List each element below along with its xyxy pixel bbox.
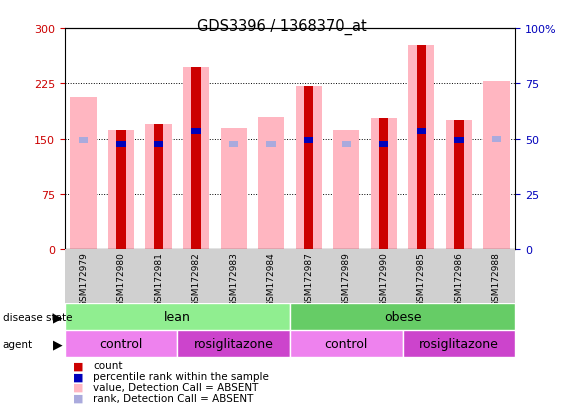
Bar: [177, 330, 290, 357]
Text: value, Detection Call = ABSENT: value, Detection Call = ABSENT: [93, 382, 258, 392]
Text: rosiglitazone: rosiglitazone: [419, 337, 499, 350]
Bar: [379, 142, 388, 147]
Text: GSM172989: GSM172989: [342, 252, 351, 306]
Bar: [454, 138, 463, 144]
Bar: [266, 142, 276, 147]
Text: GSM172982: GSM172982: [191, 252, 200, 306]
Text: ■: ■: [73, 382, 84, 392]
Bar: [446, 121, 472, 250]
Bar: [483, 82, 510, 250]
Bar: [65, 304, 290, 330]
Text: percentile rank within the sample: percentile rank within the sample: [93, 371, 269, 381]
Bar: [79, 138, 88, 144]
Bar: [65, 330, 177, 357]
Bar: [379, 142, 388, 147]
Text: GSM172986: GSM172986: [454, 252, 463, 306]
Bar: [379, 119, 388, 250]
Bar: [403, 330, 515, 357]
Bar: [370, 119, 397, 250]
Bar: [191, 129, 201, 135]
Text: ■: ■: [73, 361, 84, 370]
Text: count: count: [93, 361, 122, 370]
Bar: [70, 97, 97, 250]
Text: GSM172979: GSM172979: [79, 252, 88, 306]
Text: control: control: [324, 337, 368, 350]
Text: obese: obese: [384, 311, 421, 323]
Bar: [454, 121, 463, 250]
Text: rank, Detection Call = ABSENT: rank, Detection Call = ABSENT: [93, 393, 253, 403]
Text: GSM172990: GSM172990: [379, 252, 388, 306]
Bar: [191, 142, 201, 147]
Bar: [342, 142, 351, 147]
Text: ▶: ▶: [53, 337, 63, 351]
Text: GSM172988: GSM172988: [492, 252, 501, 306]
Text: control: control: [99, 337, 143, 350]
Bar: [304, 138, 314, 144]
Text: GDS3396 / 1368370_at: GDS3396 / 1368370_at: [196, 19, 367, 35]
Bar: [417, 129, 426, 135]
Text: GSM172983: GSM172983: [229, 252, 238, 306]
Bar: [454, 138, 463, 144]
Bar: [154, 125, 163, 250]
Bar: [304, 86, 314, 250]
Bar: [258, 117, 284, 250]
Text: rosiglitazone: rosiglitazone: [194, 337, 274, 350]
Bar: [154, 142, 163, 147]
Bar: [145, 125, 172, 250]
Bar: [417, 46, 426, 250]
Bar: [183, 68, 209, 250]
Text: ■: ■: [73, 393, 84, 403]
Bar: [290, 330, 403, 357]
Bar: [221, 128, 247, 250]
Bar: [117, 142, 126, 147]
Bar: [408, 46, 435, 250]
Bar: [154, 142, 163, 147]
Bar: [333, 131, 359, 250]
Text: lean: lean: [164, 311, 191, 323]
Text: GSM172985: GSM172985: [417, 252, 426, 306]
Bar: [191, 68, 201, 250]
Text: GSM172981: GSM172981: [154, 252, 163, 306]
Bar: [296, 86, 322, 250]
Text: disease state: disease state: [3, 312, 72, 322]
Text: GSM172987: GSM172987: [304, 252, 313, 306]
Bar: [491, 136, 501, 142]
Bar: [229, 142, 238, 147]
Bar: [108, 131, 134, 250]
Text: ■: ■: [73, 371, 84, 381]
Bar: [417, 142, 426, 147]
Bar: [290, 304, 515, 330]
Bar: [304, 138, 314, 144]
Text: agent: agent: [3, 339, 33, 349]
Text: GSM172980: GSM172980: [117, 252, 126, 306]
Bar: [117, 142, 126, 147]
Text: GSM172984: GSM172984: [267, 252, 276, 306]
Text: ▶: ▶: [53, 311, 63, 324]
Bar: [117, 131, 126, 250]
